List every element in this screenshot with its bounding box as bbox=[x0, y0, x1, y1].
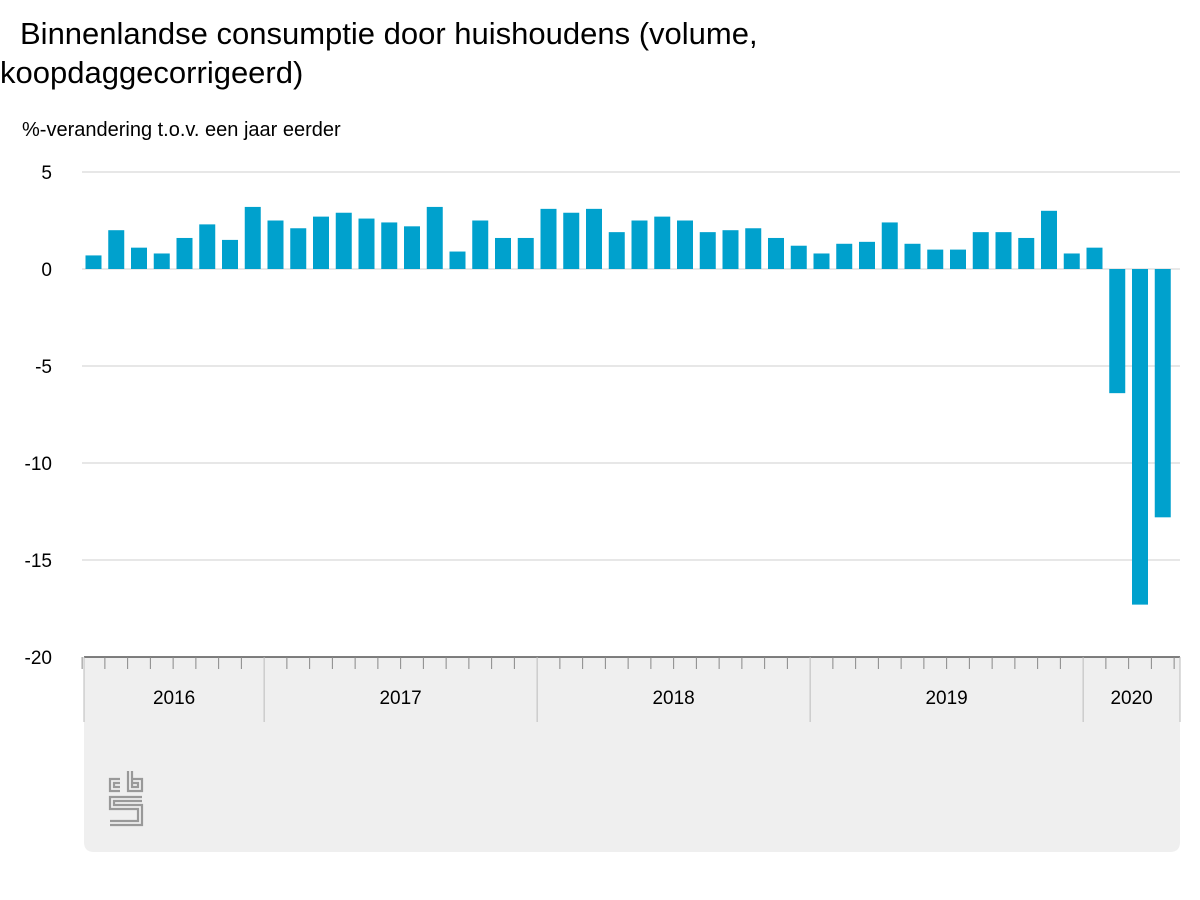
bar-2019-01 bbox=[813, 253, 830, 269]
bar-2019-04 bbox=[881, 222, 898, 269]
bar-2019-05 bbox=[904, 243, 921, 269]
x-year-label-2017: 2017 bbox=[379, 688, 421, 709]
x-year-label-2018: 2018 bbox=[652, 688, 694, 709]
x-year-label-2019: 2019 bbox=[925, 688, 967, 709]
bar-2019-06 bbox=[927, 249, 944, 269]
bar-2016-12 bbox=[244, 206, 261, 269]
bar-2017-06 bbox=[381, 222, 398, 269]
bar-2019-09 bbox=[995, 232, 1012, 269]
x-year-labels: 2016 2017 2018 2019 2020 bbox=[153, 688, 1153, 709]
x-ticks bbox=[81, 657, 1181, 722]
bar-2016-11 bbox=[222, 239, 238, 269]
cbs-logo-icon bbox=[108, 771, 144, 827]
x-year-label-2016: 2016 bbox=[153, 688, 195, 709]
bar-2016-06 bbox=[108, 230, 125, 269]
y-tick-label: 5 bbox=[41, 163, 52, 184]
bar-2018-12 bbox=[790, 245, 807, 269]
bar-2017-03 bbox=[313, 216, 329, 269]
bar-2018-05 bbox=[631, 220, 648, 269]
bar-2020-02 bbox=[1109, 269, 1126, 394]
bar-2017-11 bbox=[495, 237, 511, 269]
bar-2017-08 bbox=[426, 206, 443, 269]
bar-2016-10 bbox=[199, 224, 216, 269]
bar-2017-02 bbox=[290, 228, 307, 269]
y-tick-label: 0 bbox=[41, 260, 52, 281]
y-tick-label: -10 bbox=[25, 454, 52, 475]
bar-2020-04 bbox=[1154, 269, 1171, 518]
bar-2020-03 bbox=[1132, 269, 1148, 605]
y-tick-labels: 5 0 -5 -10 -15 -20 bbox=[25, 163, 52, 669]
bar-2016-07 bbox=[131, 247, 147, 269]
y-axis-label: %-verandering t.o.v. een jaar eerder bbox=[22, 119, 341, 141]
bar-2017-10 bbox=[472, 220, 489, 269]
bar-2017-05 bbox=[358, 218, 375, 269]
bar-2018-10 bbox=[745, 228, 762, 269]
bar-2018-04 bbox=[608, 232, 625, 269]
bar-2018-01 bbox=[540, 208, 557, 269]
bar-2017-04 bbox=[335, 212, 352, 269]
bar-2018-02 bbox=[563, 212, 580, 269]
bar-2020-01 bbox=[1086, 247, 1103, 269]
x-year-label-2020: 2020 bbox=[1110, 688, 1152, 709]
bar-2018-09 bbox=[722, 230, 739, 269]
bar-2019-12 bbox=[1063, 253, 1080, 269]
bar-2019-02 bbox=[836, 243, 853, 269]
bar-2017-07 bbox=[404, 226, 420, 269]
y-tick-label: -5 bbox=[35, 357, 52, 378]
bar-2016-08 bbox=[153, 253, 170, 269]
bar-2018-11 bbox=[768, 237, 784, 269]
x-axis-background bbox=[84, 657, 1180, 852]
bar-2017-09 bbox=[449, 251, 466, 269]
chart-title: Binnenlandse consumptie door huishoudens… bbox=[0, 16, 758, 90]
bar-2019-07 bbox=[950, 249, 966, 269]
bar-2019-03 bbox=[859, 241, 875, 269]
bars bbox=[85, 206, 1171, 605]
bar-2017-12 bbox=[517, 237, 534, 269]
bar-2019-11 bbox=[1041, 210, 1057, 269]
bar-2018-08 bbox=[699, 232, 716, 269]
bar-2018-07 bbox=[677, 220, 693, 269]
bar-2019-08 bbox=[972, 232, 989, 269]
bar-2019-10 bbox=[1018, 237, 1035, 269]
bar-2018-03 bbox=[586, 208, 602, 269]
bar-2016-05 bbox=[85, 255, 102, 269]
bar-2017-01 bbox=[267, 220, 284, 269]
bar-2016-09 bbox=[176, 237, 193, 269]
x-axis-band bbox=[84, 656, 1180, 852]
y-tick-label: -20 bbox=[25, 648, 52, 669]
bar-2018-06 bbox=[654, 216, 671, 269]
y-tick-label: -15 bbox=[25, 551, 52, 572]
